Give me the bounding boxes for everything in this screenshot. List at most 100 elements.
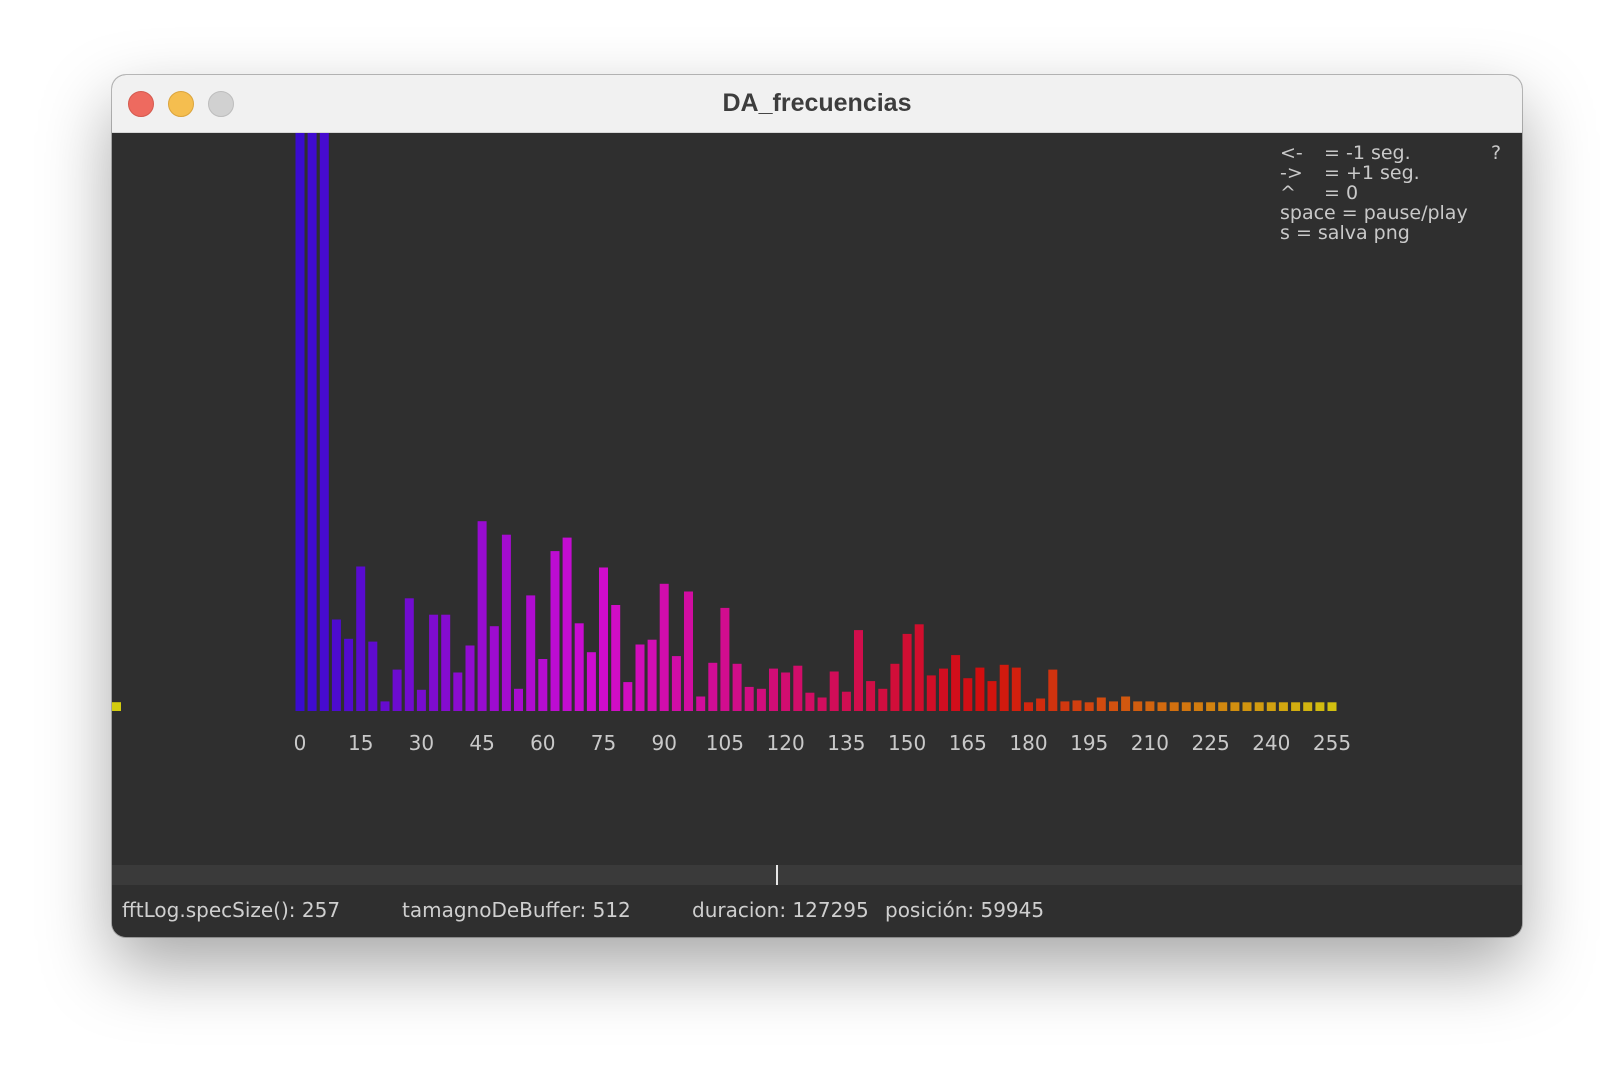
spectrum-bar — [623, 682, 633, 711]
x-tick-label: 15 — [348, 731, 373, 755]
spectrum-bar — [1278, 702, 1288, 711]
spectrum-bar — [987, 681, 997, 711]
help-text: = -1 seg. — [1324, 142, 1411, 164]
help-row-save: s = salva png — [1280, 223, 1468, 243]
spectrum-bar — [295, 133, 305, 711]
help-row-forward: -> = +1 seg. — [1280, 163, 1468, 183]
spectrum-bar — [866, 681, 876, 711]
x-tick-label: 45 — [469, 731, 494, 755]
spectrum-bar — [1121, 696, 1131, 711]
x-tick-label: 180 — [1009, 731, 1047, 755]
spec-size-readout: fftLog.specSize(): 257 — [122, 898, 341, 922]
spectrum-bar — [963, 678, 973, 711]
spectrum-bar — [659, 583, 669, 711]
app-window: DA_frecuencias 0 15 30 45 60 75 90 105 120 135 150… — [112, 75, 1522, 937]
spectrum-bar — [914, 624, 924, 711]
help-row-back: <- = -1 seg. — [1280, 143, 1468, 163]
playback-position-marker[interactable] — [776, 865, 778, 885]
frequency-bar-chart: 0 15 30 45 60 75 90 105 120 135 150 165 180 195 210 225… — [112, 133, 1351, 755]
buffer-size-readout: tamagnoDeBuffer: 512 — [402, 898, 631, 922]
spectrum-bar — [829, 671, 839, 711]
spectrum-bar — [817, 697, 827, 711]
help-text: = +1 seg. — [1324, 162, 1420, 184]
spectrum-bar — [1011, 667, 1021, 711]
title-bar[interactable]: DA_frecuencias — [112, 75, 1522, 133]
spectrum-bar — [1024, 702, 1033, 711]
spectrum-bar — [1193, 702, 1203, 711]
spectrum-canvas[interactable]: 0 15 30 45 60 75 90 105 120 135 150 165 180 195 210 225… — [112, 133, 1522, 937]
spectrum-bar — [526, 595, 536, 711]
duration-readout: duracion: 127295 — [692, 898, 869, 922]
spectrum-bar — [1303, 702, 1313, 711]
spectrum-bar — [684, 591, 693, 711]
spectrum-bar — [562, 537, 572, 711]
x-tick-label: 255 — [1313, 731, 1351, 755]
spectrum-bar — [477, 521, 487, 711]
x-tick-label: 225 — [1192, 731, 1230, 755]
spectrum-bar — [465, 645, 475, 711]
x-tick-label: 90 — [651, 731, 676, 755]
spectrum-bar — [951, 655, 961, 711]
help-text: s = salva png — [1280, 222, 1410, 244]
playback-progress-track[interactable] — [112, 865, 1522, 885]
spectrum-bar — [416, 689, 426, 711]
x-tick-label: 105 — [706, 731, 744, 755]
spectrum-bar — [939, 668, 948, 711]
spectrum-bar — [404, 598, 414, 711]
x-tick-label: 240 — [1252, 731, 1290, 755]
x-tick-label: 195 — [1070, 731, 1108, 755]
x-tick-label: 75 — [591, 731, 616, 755]
zoom-button[interactable] — [208, 91, 234, 117]
spectrum-bar — [793, 665, 803, 711]
spectrum-bar — [732, 663, 742, 711]
position-readout: posición: 59945 — [885, 898, 1045, 922]
spectrum-bar — [805, 692, 815, 711]
spectrum-bar — [975, 667, 985, 711]
spectrum-bar — [453, 672, 463, 711]
spectrum-bar — [319, 133, 329, 711]
spectrum-bar — [1327, 702, 1337, 711]
spectrum-bar — [1060, 701, 1070, 711]
spectrum-bar — [1157, 702, 1167, 711]
spectrum-bar — [392, 669, 402, 711]
x-tick-label: 30 — [409, 731, 434, 755]
spectrum-bar — [1048, 669, 1058, 711]
spectrum-bar — [781, 672, 791, 711]
spectrum-bar — [441, 614, 451, 711]
spectrum-bar — [307, 133, 317, 711]
spectrum-bar — [550, 551, 560, 711]
spectrum-bar — [586, 652, 596, 711]
keyboard-help: <- = -1 seg. -> = +1 seg. ^ = 0 space = pau… — [1280, 143, 1468, 243]
spectrum-bar — [647, 639, 657, 711]
spectrum-bar — [708, 662, 718, 711]
minimize-button[interactable] — [168, 91, 194, 117]
help-question-mark[interactable]: ? — [1491, 142, 1502, 164]
x-tick-label: 165 — [949, 731, 987, 755]
spectrum-bar — [1291, 702, 1301, 711]
spectrum-bar — [1096, 697, 1106, 711]
spectrum-bar — [744, 686, 754, 711]
spectrum-bar — [1109, 701, 1118, 711]
spectrum-bar — [696, 696, 706, 711]
spectrum-bar — [1036, 698, 1046, 711]
x-tick-label: 120 — [767, 731, 805, 755]
spectrum-bar — [854, 630, 863, 711]
help-key: ^ — [1280, 182, 1296, 204]
spectrum-bar — [1084, 702, 1094, 711]
x-tick-label: 150 — [888, 731, 926, 755]
spectrum-bar — [1218, 702, 1228, 711]
spectrum-bar — [999, 664, 1009, 711]
spectrum-bar — [756, 688, 766, 711]
spectrum-bar — [769, 668, 778, 711]
spectrum-bar — [1254, 702, 1264, 711]
spectrum-bar — [1315, 702, 1325, 711]
x-tick-label: 60 — [530, 731, 555, 755]
spectrum-bar — [611, 605, 621, 711]
help-key: -> — [1280, 162, 1303, 184]
spectrum-bar — [599, 567, 608, 711]
close-button[interactable] — [128, 91, 154, 117]
x-tick-label: 0 — [294, 731, 307, 755]
help-row-reset: ^ = 0 — [1280, 183, 1468, 203]
spectrum-bar — [1206, 702, 1216, 711]
spectrum-bar — [356, 566, 366, 711]
